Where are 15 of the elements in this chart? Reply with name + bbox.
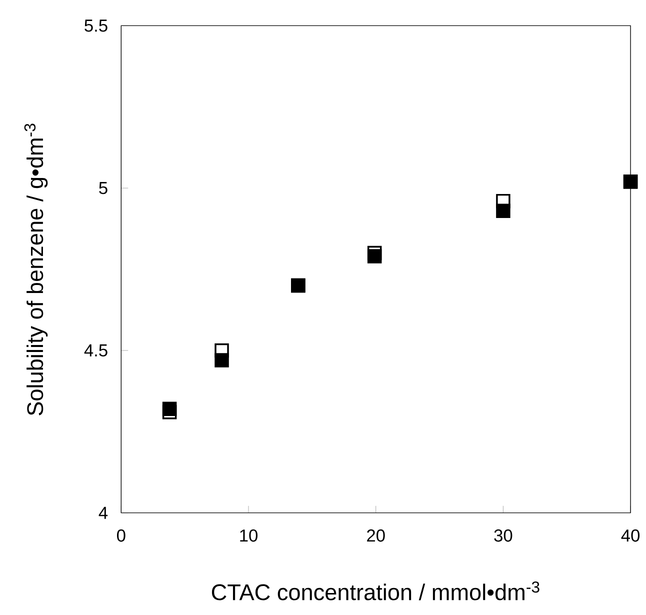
x-tick-label: 40 bbox=[621, 529, 640, 542]
y-tick-label: 4 bbox=[98, 506, 108, 519]
x-tick-label: 10 bbox=[240, 529, 258, 542]
x-tick-label: 0 bbox=[117, 529, 126, 542]
x-axis-title: CTAC concentration / mmol•dm$^{-3}$ bbox=[212, 581, 540, 600]
point bbox=[367, 249, 382, 264]
point bbox=[214, 352, 229, 368]
y-axis-title: Solubility of benzene / g•dm$^{-3}$ bbox=[24, 124, 48, 416]
point bbox=[496, 204, 510, 218]
x-tick-label: 30 bbox=[494, 529, 512, 542]
y-tick-label: 4.5 bbox=[84, 344, 108, 356]
y-tick-label: 5 bbox=[99, 182, 108, 194]
x-tick-label: 20 bbox=[367, 529, 385, 542]
y-tick-label: 5.5 bbox=[84, 20, 108, 32]
point bbox=[162, 402, 177, 416]
